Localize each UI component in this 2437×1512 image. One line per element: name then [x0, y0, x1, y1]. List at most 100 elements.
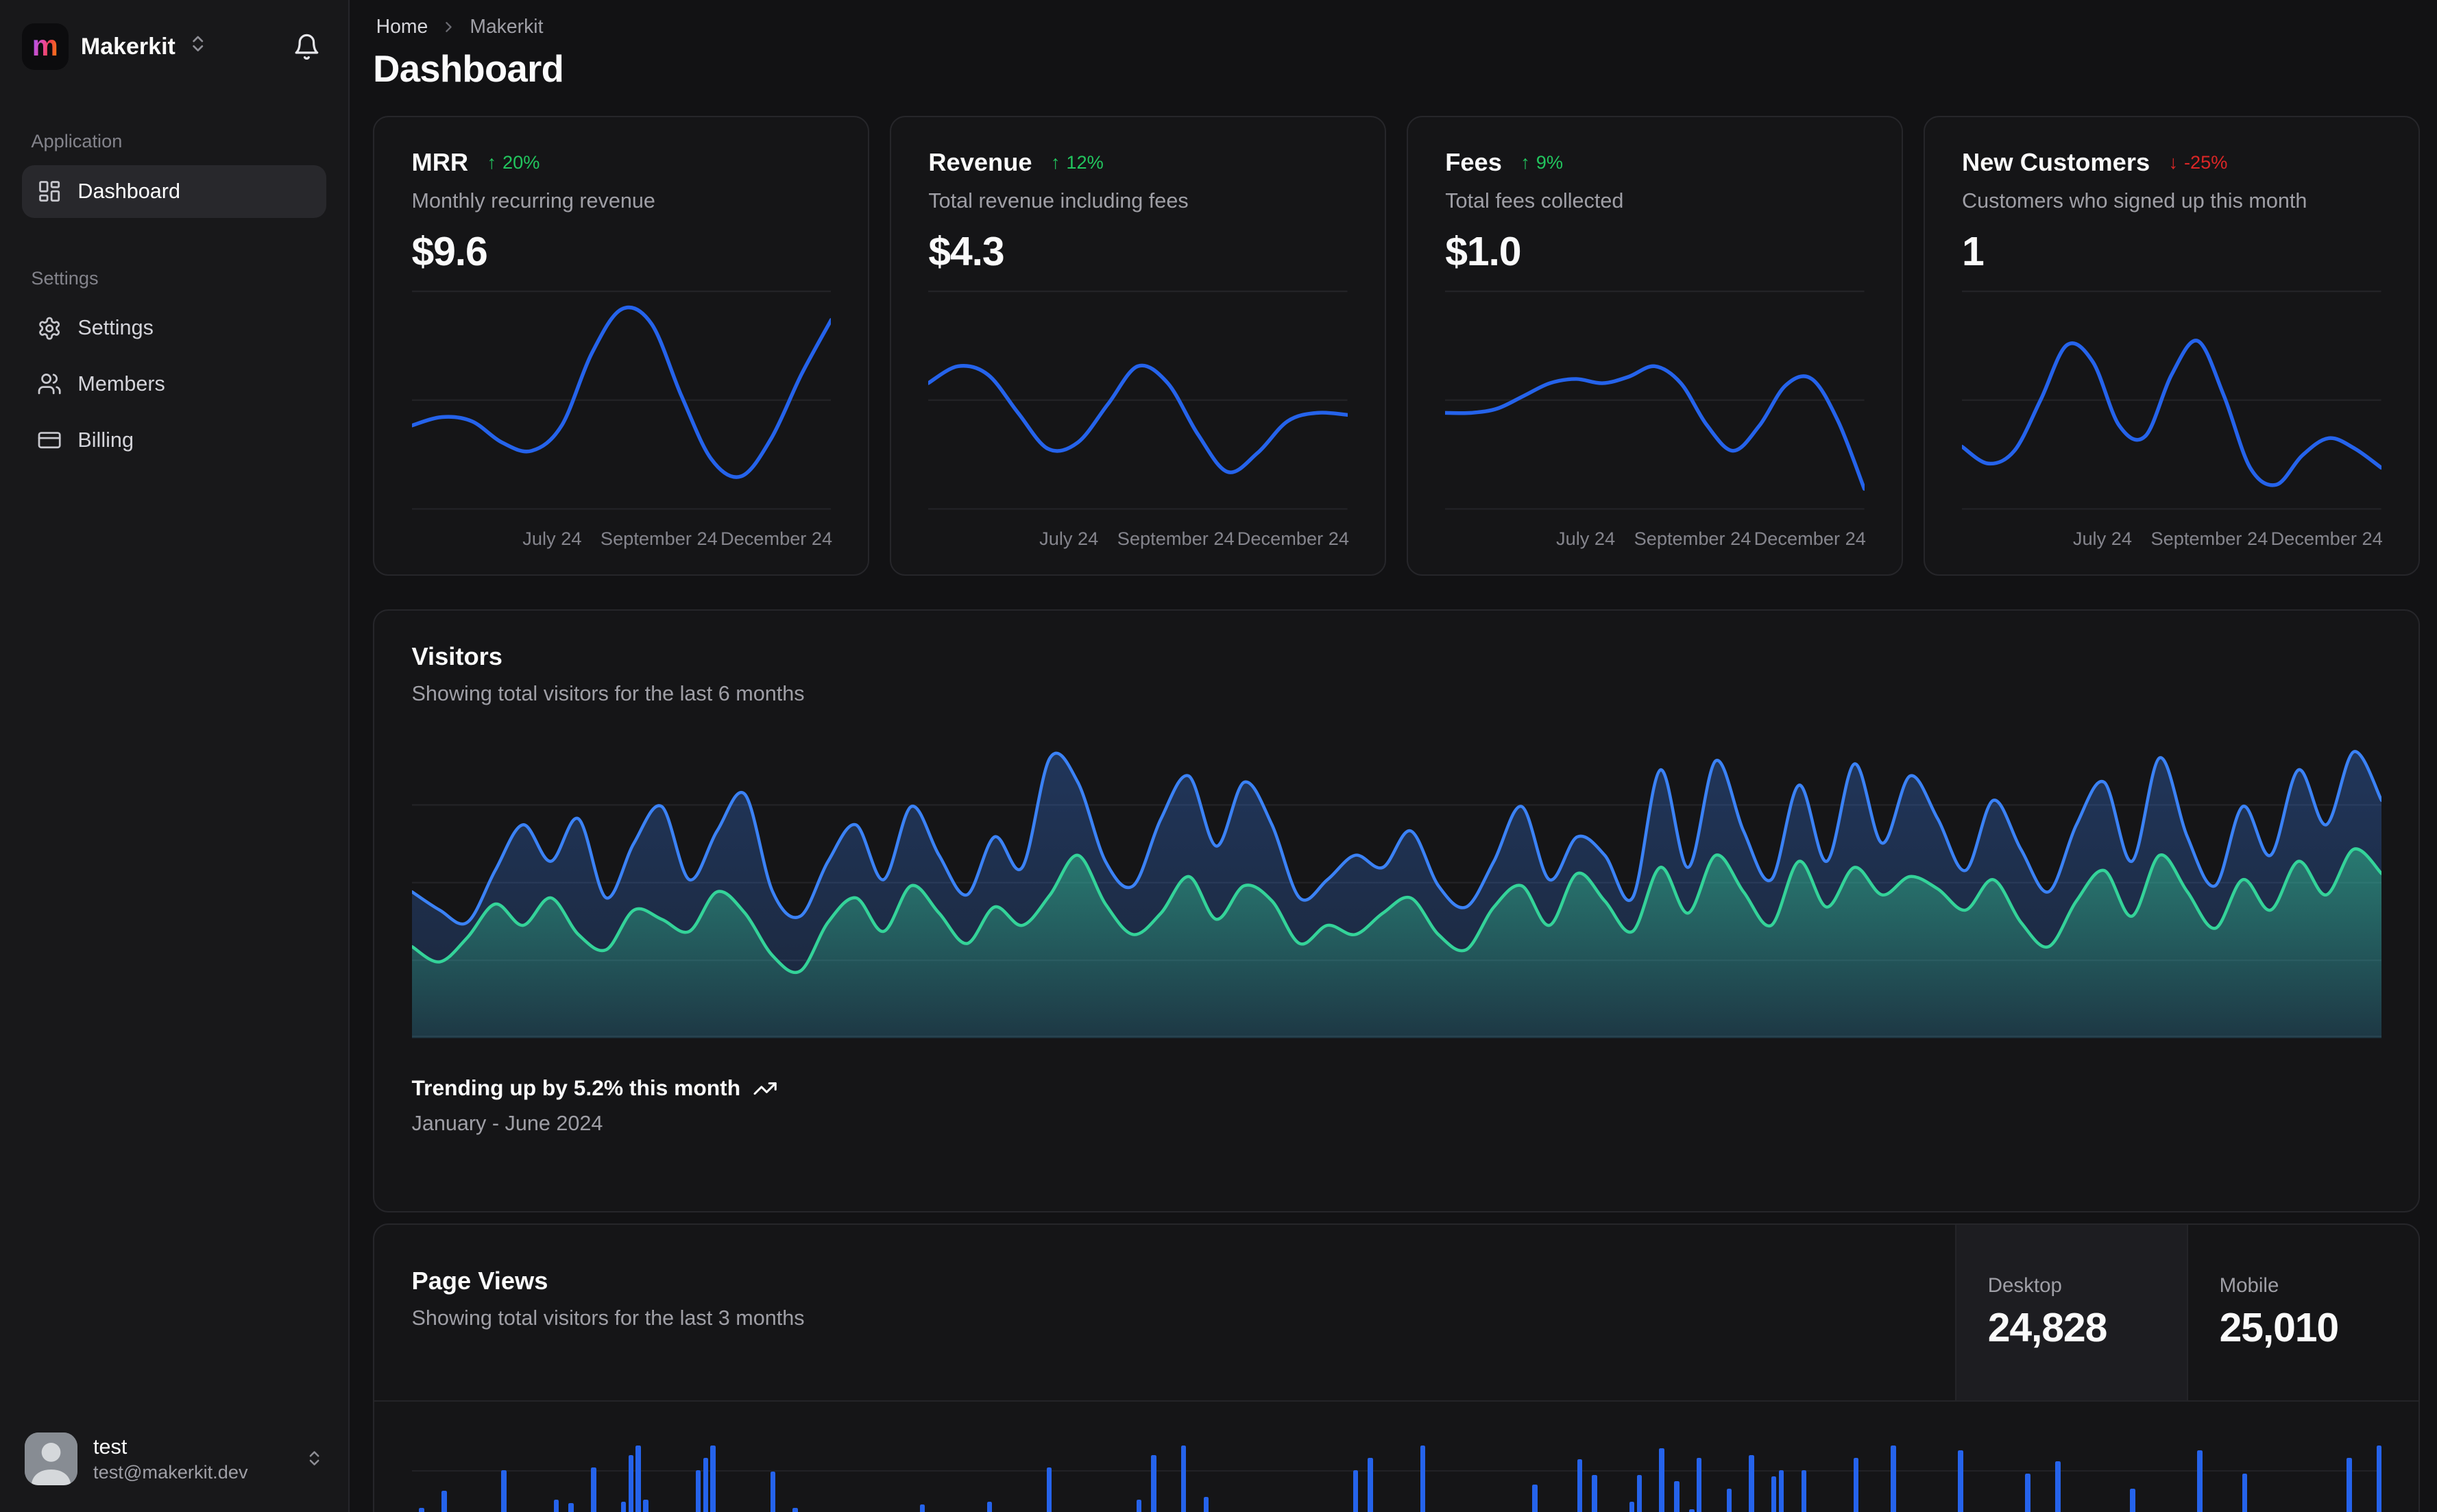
sidebar-section-settings: Settings: [31, 267, 99, 289]
x-tick: September 24: [1634, 527, 1751, 549]
page-views-toggles: Desktop 24,828 Mobile 25,010: [1955, 1225, 2418, 1401]
visitors-area-chart[interactable]: [411, 727, 2381, 1038]
sidebar-item-label: Dashboard: [77, 179, 181, 203]
arrow-up-icon: ↑: [487, 151, 496, 173]
visitors-trend-text: Trending up by 5.2% this month: [411, 1075, 741, 1101]
stat-card-fees: Fees ↑ 9% Total fees collected $1.0 July …: [1406, 115, 1904, 576]
bar: [591, 1467, 596, 1512]
stat-sparkline[interactable]: July 24 September 24 December 24: [411, 285, 832, 555]
bell-icon: [293, 33, 321, 61]
makerkit-logo: m: [21, 23, 69, 71]
bar: [919, 1504, 925, 1512]
sparkline-x-axis: July 24 September 24 December 24: [1445, 515, 1866, 555]
bar: [1771, 1476, 1777, 1512]
user-email: test@makerkit.dev: [93, 1461, 248, 1483]
bar: [568, 1502, 574, 1512]
stat-subtitle: Total revenue including fees: [928, 189, 1189, 212]
visitors-footer: Trending up by 5.2% this month January -…: [412, 1075, 2381, 1136]
bar: [703, 1458, 709, 1512]
bar: [792, 1507, 798, 1512]
user-menu[interactable]: test test@makerkit.dev: [22, 1425, 327, 1493]
sparkline-x-axis: July 24 September 24 December 24: [1962, 515, 2383, 555]
bar: [419, 1507, 424, 1512]
toggle-label: Mobile: [2219, 1274, 2279, 1297]
sidebar: m Makerkit Application Dashboard Setting…: [0, 0, 350, 1512]
stat-card-new-customers: New Customers ↓ -25% Customers who signed…: [1923, 115, 2421, 576]
stat-sparkline[interactable]: July 24 September 24 December 24: [1962, 285, 2383, 555]
sidebar-item-dashboard[interactable]: Dashboard: [21, 164, 327, 218]
sidebar-header: m Makerkit: [21, 16, 327, 78]
x-tick: July 24: [1039, 527, 1099, 549]
page-views-card: Page Views Showing total visitors for th…: [373, 1223, 2421, 1512]
bar: [1778, 1470, 1784, 1512]
sidebar-item-members[interactable]: Members: [22, 358, 327, 411]
bar: [1368, 1458, 1373, 1512]
x-tick: December 24: [1754, 527, 1866, 549]
bar: [2347, 1458, 2352, 1512]
users-icon: [37, 371, 62, 396]
toggle-value: 24,828: [1987, 1306, 2108, 1351]
stat-sparkline[interactable]: July 24 September 24 December 24: [928, 285, 1350, 555]
x-tick: September 24: [1117, 527, 1235, 549]
stat-card-revenue: Revenue ↑ 12% Total revenue including fee…: [889, 115, 1387, 576]
sparkline-x-axis: July 24 September 24 December 24: [928, 515, 1350, 555]
page-views-bar-chart[interactable]: [411, 1402, 2382, 1512]
bar: [2376, 1445, 2382, 1512]
bar: [1853, 1458, 1859, 1512]
bar: [628, 1454, 634, 1512]
sparkline-chart: [1445, 290, 1865, 510]
workspace-switcher[interactable]: m Makerkit: [21, 23, 208, 71]
bar: [620, 1501, 627, 1512]
x-tick: July 24: [522, 527, 582, 549]
bar: [2197, 1450, 2203, 1512]
notifications-button[interactable]: [286, 27, 326, 67]
stat-subtitle: Total fees collected: [1445, 189, 1624, 212]
sidebar-item-settings[interactable]: Settings: [22, 302, 327, 354]
sidebar-item-label: Settings: [77, 316, 154, 340]
arrow-up-icon: ↑: [1520, 151, 1530, 173]
breadcrumb-home-link[interactable]: Home: [376, 15, 428, 38]
breadcrumb-current: Makerkit: [470, 15, 544, 38]
bar: [1046, 1467, 1052, 1512]
visitors-title: Visitors: [411, 642, 502, 670]
toggle-mobile[interactable]: Mobile 25,010: [2187, 1225, 2418, 1401]
stat-cards-row: MRR ↑ 20% Monthly recurring revenue $9.6 …: [373, 115, 2421, 576]
sidebar-item-label: Members: [77, 371, 165, 395]
bar: [1629, 1501, 1635, 1512]
bar: [1696, 1458, 1702, 1512]
sidebar-section-application: Application: [31, 130, 123, 152]
stat-sparkline[interactable]: July 24 September 24 December 24: [1445, 285, 1866, 555]
toggle-desktop[interactable]: Desktop 24,828: [1955, 1225, 2187, 1401]
stat-delta-value: 12%: [1066, 151, 1104, 173]
user-avatar: [25, 1432, 78, 1486]
bar: [1958, 1450, 1963, 1512]
x-tick: July 24: [1555, 527, 1616, 549]
bar: [2025, 1473, 2030, 1512]
visitors-card: Visitors Showing total visitors for the …: [373, 609, 2421, 1213]
stat-title: Fees: [1445, 147, 1502, 176]
gear-icon: [37, 316, 62, 341]
stat-delta-badge: ↑ 12%: [1051, 151, 1104, 173]
logo-letter: m: [32, 29, 58, 63]
stat-delta-value: -25%: [2184, 151, 2228, 173]
trending-up-icon: [753, 1076, 777, 1101]
user-info: test test@makerkit.dev: [93, 1435, 248, 1483]
stat-title: MRR: [411, 147, 469, 176]
stat-title: New Customers: [1962, 147, 2150, 176]
bar: [1420, 1445, 1426, 1512]
bar: [695, 1470, 701, 1512]
workspace-name: Makerkit: [80, 33, 175, 60]
x-tick: July 24: [2072, 527, 2132, 549]
bar: [1151, 1454, 1156, 1512]
stat-delta-badge: ↓ -25%: [2168, 151, 2227, 173]
bar: [501, 1470, 507, 1512]
bar: [1726, 1489, 1732, 1512]
bars-container: [412, 1402, 2382, 1512]
bar: [1532, 1484, 1538, 1512]
sidebar-item-billing[interactable]: Billing: [22, 414, 327, 467]
page-views-header: Page Views Showing total visitors for th…: [374, 1225, 2419, 1402]
sidebar-item-label: Billing: [77, 428, 134, 452]
stat-subtitle: Monthly recurring revenue: [411, 189, 655, 212]
x-tick: December 24: [1237, 527, 1350, 549]
